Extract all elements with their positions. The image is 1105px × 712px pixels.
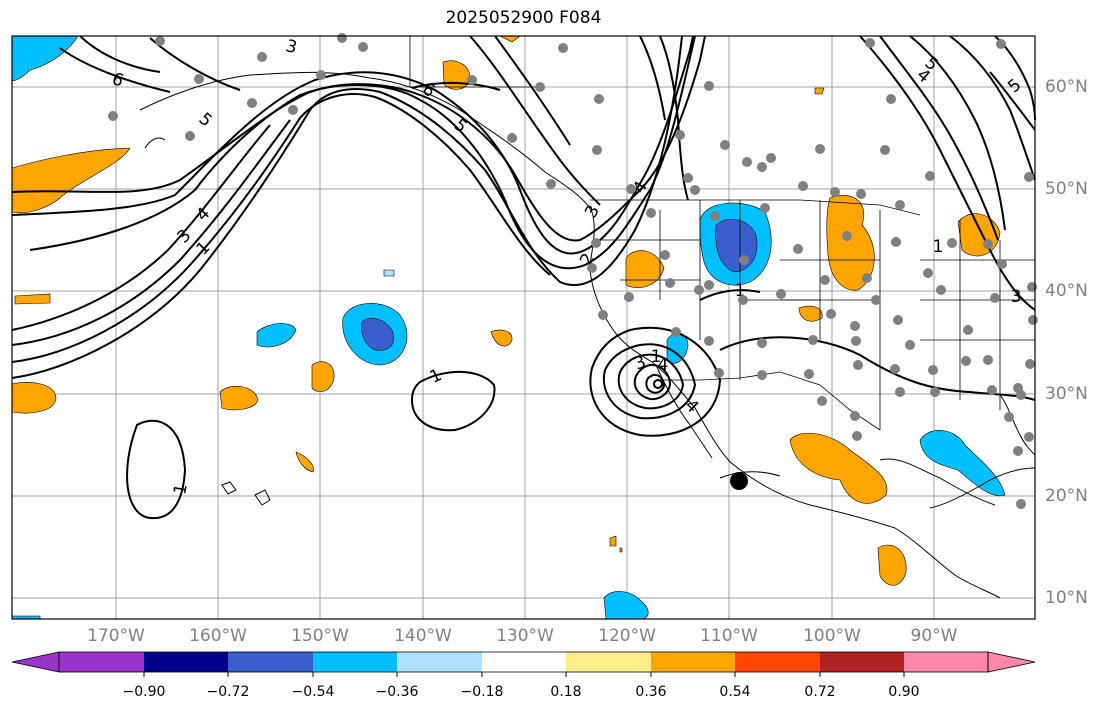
station-markers xyxy=(108,33,1038,509)
map-title: 2025052900 F084 xyxy=(445,8,602,28)
colorbar-segment xyxy=(820,652,904,672)
plot-frame xyxy=(11,35,1036,620)
colorbar-segment xyxy=(313,652,397,672)
lon-label: 140°W xyxy=(394,626,452,646)
contour-label: 3 xyxy=(1011,287,1022,307)
colorbar xyxy=(11,651,1036,677)
colorbar-tick-label: 0.18 xyxy=(550,684,582,700)
colorbar-tick-label: −0.72 xyxy=(206,684,250,700)
colorbar-extend-min xyxy=(11,651,60,673)
lon-label: 160°W xyxy=(189,626,247,646)
colorbar-tick-label: −0.36 xyxy=(375,684,419,700)
colorbar-extend-max xyxy=(987,651,1036,673)
lon-label: 170°W xyxy=(87,626,145,646)
lat-label: 30°N xyxy=(1045,384,1088,404)
contour-label: 3 xyxy=(283,36,299,58)
colorbar-segment xyxy=(144,652,228,672)
lon-label: 100°W xyxy=(803,626,861,646)
colorbar-segment xyxy=(566,652,651,672)
contour-label: 4 xyxy=(658,355,669,375)
colorbar-tick-label: −0.90 xyxy=(122,684,166,700)
lon-label: 150°W xyxy=(291,626,349,646)
plot-area xyxy=(12,36,1035,619)
contour-label: 1 xyxy=(933,237,944,257)
colorbar-segment xyxy=(397,652,482,672)
colorbar-tick-label: −0.54 xyxy=(291,684,335,700)
colorbar-segment xyxy=(59,652,144,672)
colorbar-tick-label: −0.18 xyxy=(460,684,504,700)
contour-label: 1 xyxy=(651,347,662,367)
colorbar-segment xyxy=(482,652,566,672)
colorbar-tick-label: 0.72 xyxy=(804,684,836,700)
colorbar-tick-label: 0.54 xyxy=(719,684,751,700)
contour-label: 1 xyxy=(170,482,192,496)
lat-label: 10°N xyxy=(1045,588,1088,608)
colorbar-tick-label: 0.36 xyxy=(635,684,667,700)
contour-label: 1 xyxy=(735,281,746,301)
shading-positive xyxy=(11,35,1001,586)
lat-label: 60°N xyxy=(1045,77,1088,97)
lon-label: 110°W xyxy=(700,626,758,646)
target-marker xyxy=(730,472,748,490)
lat-label: 50°N xyxy=(1045,179,1088,199)
colorbar-tick-label: 0.90 xyxy=(888,684,920,700)
lat-label: 20°N xyxy=(1045,486,1088,506)
colorbar-segment xyxy=(651,652,735,672)
lon-label: 90°W xyxy=(910,626,958,646)
lon-label: 130°W xyxy=(496,626,554,646)
colorbar-segment xyxy=(228,652,313,672)
lon-label: 120°W xyxy=(598,626,656,646)
colorbar-segment xyxy=(904,652,988,672)
contours xyxy=(11,35,1036,520)
colorbar-segment xyxy=(735,652,820,672)
lat-label: 40°N xyxy=(1045,281,1088,301)
